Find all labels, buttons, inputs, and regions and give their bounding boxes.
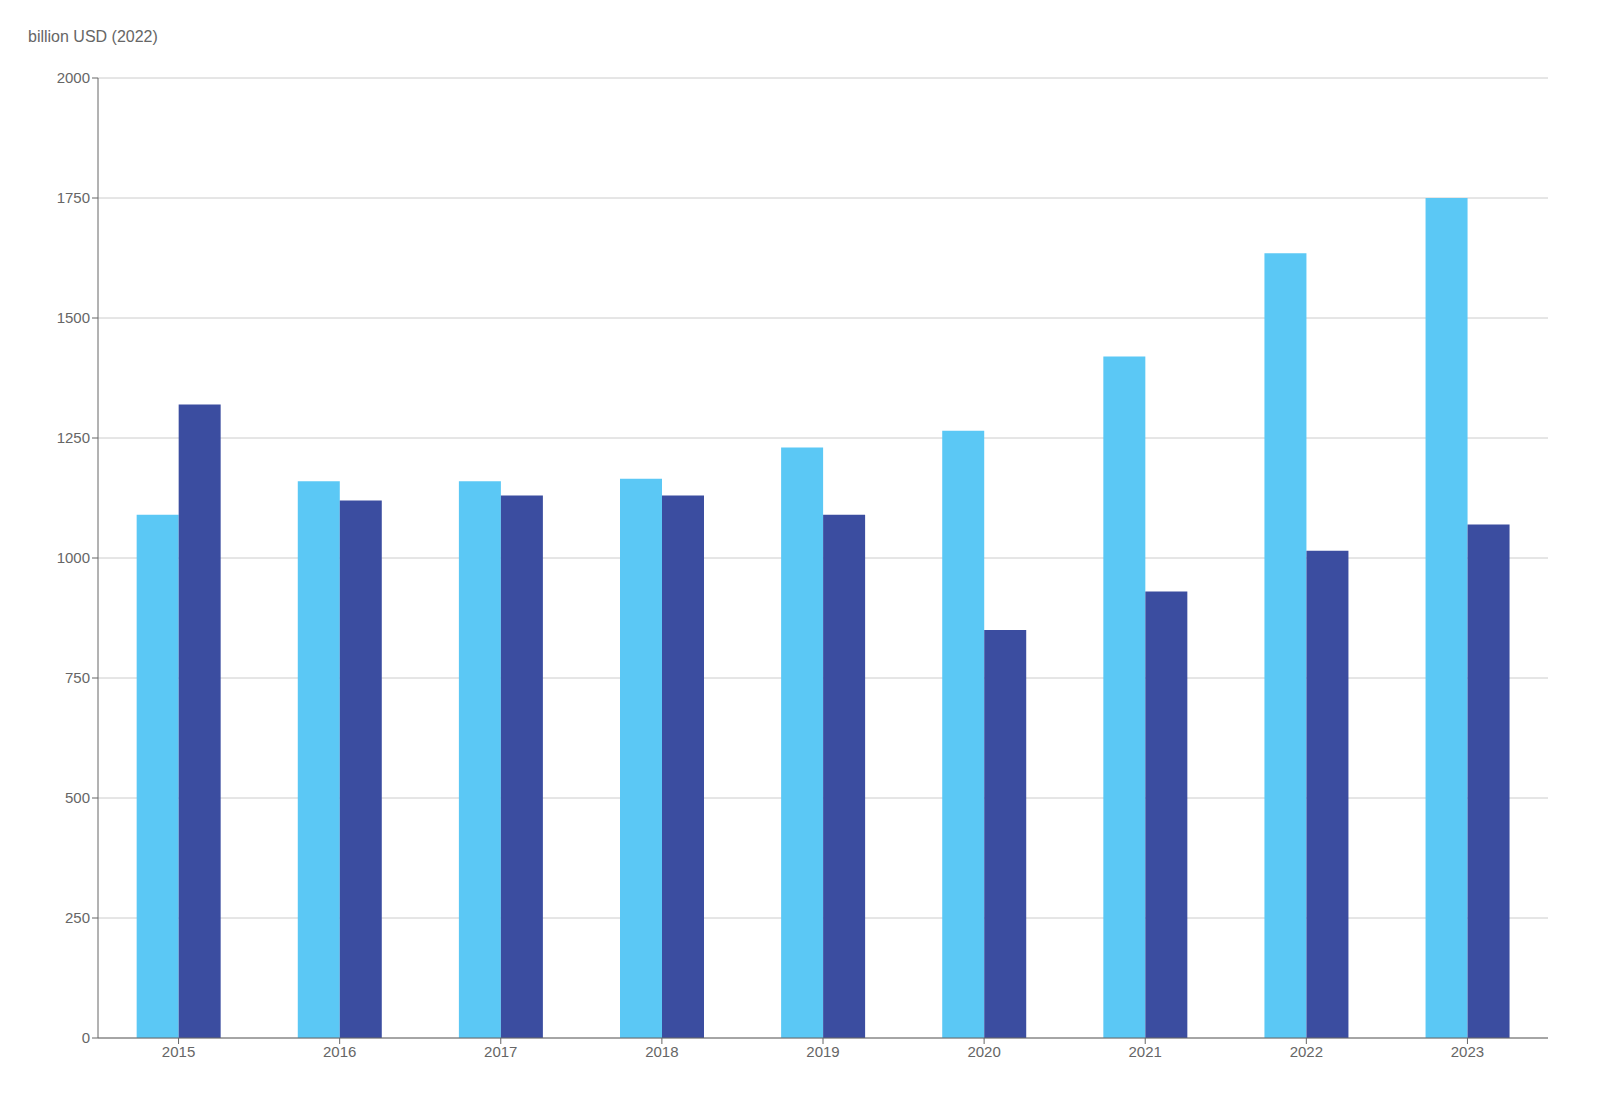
svg-text:2015: 2015 bbox=[162, 1043, 195, 1060]
svg-text:1250: 1250 bbox=[57, 429, 90, 446]
svg-text:1500: 1500 bbox=[57, 309, 90, 326]
svg-text:1750: 1750 bbox=[57, 189, 90, 206]
svg-text:1000: 1000 bbox=[57, 549, 90, 566]
svg-text:750: 750 bbox=[65, 669, 90, 686]
svg-text:2023: 2023 bbox=[1451, 1043, 1484, 1060]
svg-text:2020: 2020 bbox=[967, 1043, 1000, 1060]
svg-text:500: 500 bbox=[65, 789, 90, 806]
svg-text:2018: 2018 bbox=[645, 1043, 678, 1060]
svg-text:2021: 2021 bbox=[1129, 1043, 1162, 1060]
svg-text:2019: 2019 bbox=[806, 1043, 839, 1060]
svg-text:2000: 2000 bbox=[57, 69, 90, 86]
svg-text:2022: 2022 bbox=[1290, 1043, 1323, 1060]
svg-text:0: 0 bbox=[82, 1029, 90, 1046]
html-text:billion USD (2022): billion USD (2022) bbox=[28, 28, 158, 45]
svg-text:250: 250 bbox=[65, 909, 90, 926]
svg-text:2017: 2017 bbox=[484, 1043, 517, 1060]
svg-text:2016: 2016 bbox=[323, 1043, 356, 1060]
